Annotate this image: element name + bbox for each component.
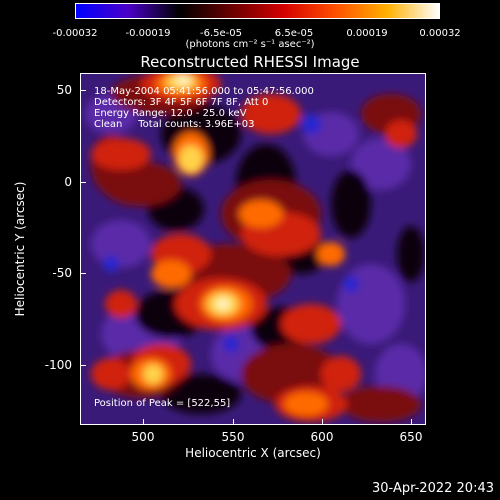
flux-blob-violet <box>337 264 405 344</box>
x-tick-mark <box>322 419 323 425</box>
flux-blob-red <box>321 356 361 392</box>
flux-blob-dark <box>331 170 371 238</box>
y-axis-label: Heliocentric Y (arcsec) <box>13 181 27 317</box>
flux-blob-red <box>105 290 137 318</box>
y-tick-label: 50 <box>56 83 72 97</box>
energy-range-text: Energy Range: 12.0 - 25.0 keV <box>94 108 247 119</box>
flux-blob-violet <box>351 138 411 190</box>
y-tick-mark <box>80 182 86 183</box>
flux-blob-yellow <box>179 145 203 173</box>
y-tick-mark <box>80 273 86 274</box>
rhessi-image <box>80 73 426 425</box>
flux-blob-dark <box>161 374 241 414</box>
colorbar-tick: -0.00032 <box>52 28 98 39</box>
y-tick-mark <box>80 90 86 91</box>
flux-map <box>81 74 425 424</box>
flux-blob-orange <box>284 392 328 416</box>
flux-blob-white <box>216 298 230 310</box>
flux-blob-violet <box>91 220 151 268</box>
flux-blob-darkred <box>341 386 421 422</box>
clean-counts-text: Clean Total counts: 3.96E+03 <box>94 119 255 130</box>
flux-blob-red <box>241 94 301 134</box>
colorbar-tick: 0.00019 <box>346 28 388 39</box>
flux-blob-orange <box>239 200 283 228</box>
flux-blob-dark <box>397 226 425 282</box>
flux-blob-red <box>281 304 341 344</box>
colorbar <box>75 3 440 19</box>
image-title: Reconstructed RHESSI Image <box>140 53 360 71</box>
flux-blob-red <box>91 138 151 170</box>
flux-blob-blue <box>343 276 359 292</box>
colorbar-tick: 6.5e-05 <box>274 28 314 39</box>
colorbar-tick: 0.00032 <box>419 28 461 39</box>
flux-blob-red <box>91 358 131 390</box>
flux-blob-blue <box>301 114 321 134</box>
x-tick-label: 650 <box>399 430 423 444</box>
x-tick-mark <box>233 419 234 425</box>
y-tick-label: 0 <box>64 175 72 189</box>
y-tick-label: -50 <box>52 266 72 280</box>
x-tick-mark <box>411 419 412 425</box>
flux-blob-blue <box>223 336 239 352</box>
flux-blob-blue <box>103 256 119 272</box>
detectors-text: Detectors: 3F 4F 5F 6F 7F 8F, Att 0 <box>94 97 269 108</box>
flux-blob-red <box>385 120 417 148</box>
x-tick-label: 500 <box>131 430 155 444</box>
observation-info: 18-May-2004 05:41:56.000 to 05:47:56.000… <box>94 86 314 130</box>
peak-position-text: Position of Peak = [522,55] <box>94 398 231 409</box>
flux-blob-yellow <box>143 364 163 384</box>
time-range-text: 18-May-2004 05:41:56.000 to 05:47:56.000 <box>94 86 314 97</box>
colorbar-tick: -0.00019 <box>125 28 171 39</box>
flux-blob-white <box>175 75 191 85</box>
y-tick-label: -100 <box>44 358 72 372</box>
flux-blob-orange <box>317 242 345 266</box>
x-tick-label: 600 <box>310 430 334 444</box>
x-tick-label: 550 <box>221 430 245 444</box>
flux-blob-orange <box>151 260 191 288</box>
x-axis-label: Heliocentric X (arcsec) <box>185 446 321 460</box>
y-tick-mark <box>80 365 86 366</box>
x-tick-mark <box>143 419 144 425</box>
generation-date: 30-Apr-2022 20:43 <box>372 481 494 496</box>
colorbar-units: (photons cm⁻² s⁻¹ asec⁻²) <box>185 39 315 50</box>
colorbar-tick: -6.5e-05 <box>200 28 242 39</box>
